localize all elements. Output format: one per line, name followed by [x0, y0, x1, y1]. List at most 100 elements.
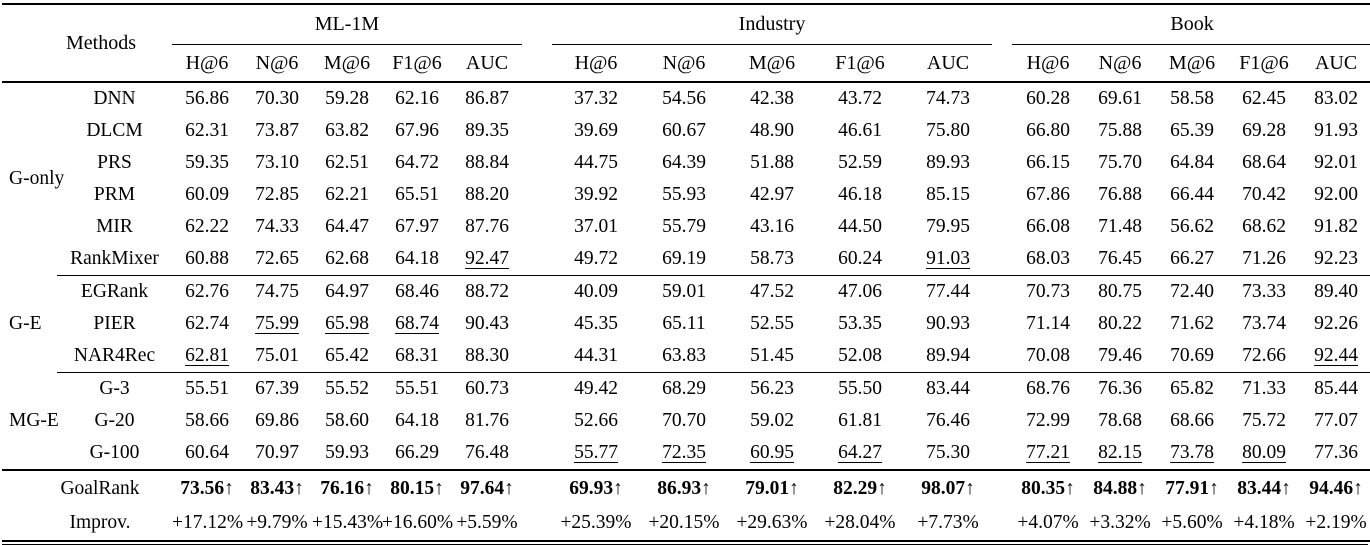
metric-value: 80.75 [1098, 281, 1142, 302]
metric-value: 71.62 [1170, 313, 1214, 334]
goalrank-value: 84.88↑ [1084, 469, 1157, 506]
goalrank-value: 79.01↑ [728, 469, 816, 506]
table-row: MG-E G-3 55.51 67.39 55.52 55.51 60.73 49.42 68.… [2, 373, 1370, 431]
metric-value: 88.20 [465, 184, 509, 205]
metric-value: 60.73 [465, 378, 509, 399]
header-row-datasets: Methods ML-1M Industry Book [2, 4, 1370, 83]
metric-value: 47.06 [838, 281, 882, 302]
column-spacer [522, 211, 552, 243]
metric-value: 62.45 [1242, 88, 1286, 109]
metric-value: 39.69 [574, 120, 618, 141]
group-label: MG-E [9, 409, 59, 431]
metric-value: 75.88 [1098, 120, 1142, 141]
metric-value: 56.86 [185, 88, 229, 109]
metric-value: 65.11 [662, 313, 706, 334]
metric-value: 59.35 [185, 152, 229, 173]
goalrank-value: 94.46↑ [1300, 469, 1370, 506]
metric-value: 76.36 [1098, 378, 1142, 399]
up-arrow-icon: ↑ [701, 477, 711, 499]
table-row: G-100 60.64 70.97 59.93 66.29 76.48 55.77 72.35… [2, 437, 1370, 471]
column-spacer [522, 437, 552, 471]
metric-value: 68.66 [1170, 410, 1214, 431]
metric-value: 69.28 [1242, 120, 1286, 141]
improvement-value: +5.60% [1161, 512, 1223, 533]
metric-value: 60.67 [662, 120, 706, 141]
goalrank-value: 97.64↑ [452, 469, 522, 506]
table-row: G-only DNN 56.86 70.30 59.28 62.16 86.87 37.32 5… [2, 82, 1370, 189]
metric-value: 66.80 [1026, 120, 1070, 141]
metric-value: 60.09 [185, 184, 229, 205]
metric-header: M@6 [1156, 44, 1229, 83]
metric-value: 59.02 [750, 410, 794, 431]
metric-value: 90.43 [465, 313, 509, 334]
metric-value: 64.84 [1170, 152, 1214, 173]
method-name: EGRank [80, 281, 149, 302]
column-spacer [522, 115, 552, 147]
metric-value: 69.61 [1098, 88, 1142, 109]
metric-value: 68.64 [1242, 152, 1286, 173]
metric-value: 52.55 [750, 313, 794, 334]
metric-header: H@6 [172, 44, 242, 83]
metric-value: 69.86 [255, 410, 299, 431]
metric-value: 76.45 [1084, 243, 1157, 276]
metric-value: 92.44 [1300, 340, 1370, 373]
column-spacer [992, 340, 1013, 373]
metric-value: 46.61 [838, 120, 882, 141]
metric-value: 51.45 [728, 340, 816, 373]
metric-value: 68.74 [395, 313, 439, 334]
metric-value: 92.47 [452, 243, 522, 276]
metric-value: 88.84 [465, 152, 509, 173]
metric-header: M@6 [728, 44, 816, 83]
column-spacer [522, 4, 552, 83]
metric-value: 67.39 [255, 378, 299, 399]
metric-header: AUC [452, 44, 522, 83]
method-name: G-3 [99, 378, 130, 399]
metric-value: 65.39 [1170, 120, 1214, 141]
metric-header: AUC [1300, 44, 1370, 83]
metric-value: 62.51 [325, 152, 369, 173]
metric-header: F1@6 [1228, 44, 1301, 83]
metric-value: 67.86 [1026, 184, 1070, 205]
metric-value: 40.09 [574, 281, 618, 302]
improvement-value: +15.43% [312, 512, 384, 533]
table-row: PRM 60.09 72.85 62.21 65.51 88.20 39.92 55.93 42… [2, 179, 1370, 211]
metric-value: 76.88 [1098, 184, 1142, 205]
metric-value: 74.73 [926, 88, 970, 109]
metric-value: 76.48 [452, 437, 522, 471]
method-name: MIR [96, 216, 133, 237]
method-name: PIER [93, 313, 136, 334]
metric-value: 80.09 [1228, 437, 1301, 471]
methods-header: Methods [2, 4, 172, 83]
column-spacer [522, 469, 552, 506]
improv-label: Improv. [69, 512, 131, 533]
up-arrow-icon: ↑ [613, 477, 623, 499]
metric-value: 44.75 [574, 152, 618, 173]
up-arrow-icon: ↑ [1353, 477, 1363, 499]
metric-value: 89.40 [1314, 281, 1358, 302]
metric-value: 66.29 [382, 437, 452, 471]
metric-value: 62.76 [185, 281, 229, 302]
column-spacer [992, 506, 1012, 541]
metric-value: 60.88 [172, 243, 242, 276]
results-table: Methods ML-1M Industry Book H@6 N@6 M@6 F1@6 AUC… [2, 3, 1370, 542]
metric-value: 62.74 [185, 313, 229, 334]
metric-value: 81.76 [465, 410, 509, 431]
metric-value: 60.24 [816, 243, 904, 276]
metric-value: 59.28 [325, 88, 369, 109]
metric-value: 73.33 [1242, 281, 1286, 302]
metric-value: 67.96 [395, 120, 439, 141]
improvement-value: +4.18% [1233, 512, 1295, 533]
metric-value-number: 73.56 [180, 477, 225, 499]
improvement-value: +7.73% [917, 512, 979, 533]
metric-value: 88.72 [465, 281, 509, 302]
metric-value: 74.33 [255, 216, 299, 237]
column-spacer [992, 469, 1013, 506]
metric-value: 37.32 [574, 88, 618, 109]
metric-value: 86.87 [465, 88, 509, 109]
metric-value: 65.42 [312, 340, 382, 373]
method-name: G-100 [57, 437, 172, 471]
column-spacer [522, 340, 552, 373]
column-spacer [992, 211, 1012, 243]
metric-value: 83.02 [1314, 88, 1358, 109]
metric-value: 65.98 [325, 313, 369, 334]
